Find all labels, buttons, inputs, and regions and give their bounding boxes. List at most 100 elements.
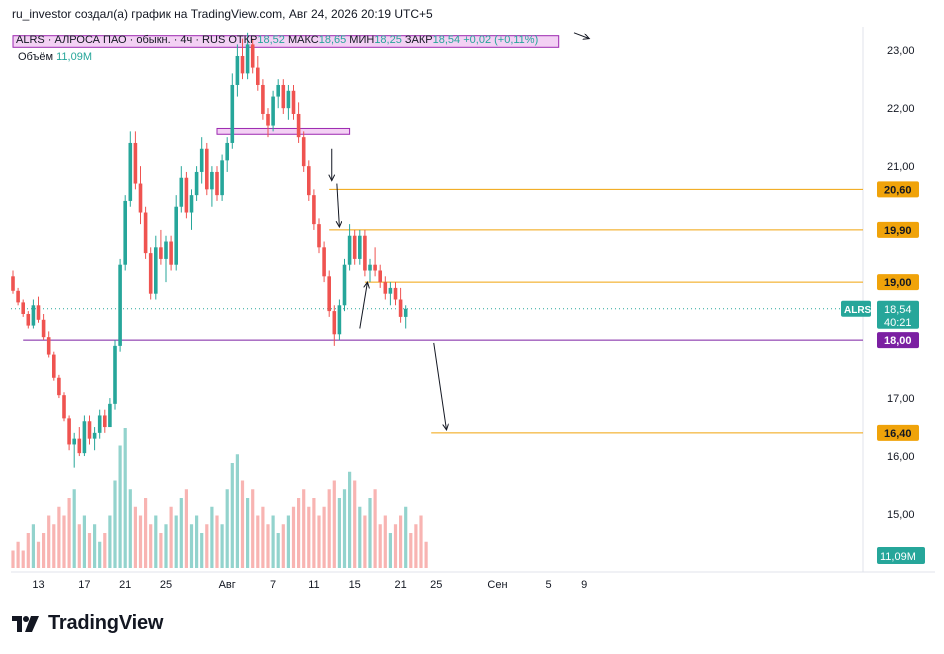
candle-body — [250, 44, 255, 68]
volume-bar — [383, 515, 387, 568]
volume-bar — [144, 498, 148, 568]
price-level-label: 19,00 — [884, 277, 912, 289]
candle-body — [378, 270, 382, 283]
last-price-countdown: 40:21 — [884, 317, 912, 329]
candle-body — [205, 148, 209, 190]
symbol-legend: ALRS · АЛРОСА ПАО · обыкн. · 4ч · RUS ОТ… — [16, 34, 538, 46]
volume-bar — [169, 506, 173, 568]
volume-bar — [368, 498, 372, 568]
chart-creator-caption: ru_investor создал(а) график на TradingV… — [12, 7, 433, 21]
volume-bar — [205, 524, 209, 568]
price-level-badge[interactable] — [877, 181, 919, 198]
price-level-badge[interactable] — [877, 332, 919, 349]
candle-body — [281, 84, 286, 109]
candle-body — [154, 247, 158, 294]
volume-badge-value: 11,09M — [880, 551, 916, 563]
volume-bar — [291, 506, 296, 568]
candle-body — [26, 313, 31, 326]
time-axis-tick-label: 7 — [270, 579, 276, 591]
trend-arrow[interactable] — [359, 282, 368, 329]
candle-body — [327, 276, 331, 312]
price-level-label: 20,60 — [884, 184, 912, 196]
price-chart[interactable]: 15,00 16,00 17,00 21,00 22,00 23,00 20,60 19,90… — [11, 27, 935, 597]
candle-body — [174, 206, 178, 265]
volume-bar — [307, 506, 311, 568]
volume-bar — [98, 541, 102, 568]
candle-body — [72, 438, 76, 445]
chart-area[interactable]: 15,00 16,00 17,00 21,00 22,00 23,00 20,60 19,90… — [10, 26, 936, 598]
time-axis-tick-label: 9 — [581, 579, 587, 591]
chart-background — [11, 27, 935, 597]
candle-body — [169, 241, 173, 265]
symbol-title[interactable]: ALRS · АЛРОСА ПАО · обыкн. · 4ч · RUS — [16, 34, 226, 46]
candle-body — [118, 264, 122, 346]
price-level-badge[interactable] — [877, 424, 919, 441]
candle-body — [67, 418, 71, 445]
volume-bar — [164, 524, 168, 568]
high-value: 18,65 — [318, 34, 347, 46]
tradingview-logo[interactable]: TradingView — [12, 612, 163, 635]
volume-bar — [414, 524, 418, 568]
volume-bar — [42, 533, 46, 568]
volume-bar — [87, 533, 92, 568]
volume-bar — [108, 515, 112, 568]
last-price-badge — [877, 300, 919, 329]
candle-body — [123, 200, 127, 265]
volume-bar — [72, 489, 76, 568]
volume-bar — [256, 515, 260, 568]
candle-body — [312, 195, 316, 225]
time-axis-tick-label: 25 — [160, 579, 172, 591]
volume-bar — [348, 471, 352, 568]
time-axis-tick-label: 15 — [349, 579, 361, 591]
candle-body — [388, 287, 393, 294]
price-level-label: 18,00 — [884, 335, 912, 347]
volume-bar — [378, 524, 382, 568]
price-level-badge[interactable] — [877, 274, 919, 291]
candle-body — [143, 212, 148, 254]
trend-arrow[interactable] — [433, 342, 447, 430]
volume-bar — [128, 489, 132, 568]
volume-bar — [118, 445, 122, 568]
price-axis-tick-label: 21,00 — [887, 161, 915, 173]
volume-bar — [189, 524, 194, 568]
candle-body — [220, 160, 224, 196]
time-axis-tick-label: 21 — [394, 579, 406, 591]
candle-body — [159, 247, 163, 259]
trend-arrow[interactable] — [337, 183, 340, 227]
candle-body — [164, 241, 168, 259]
time-axis-tick-label: 21 — [119, 579, 131, 591]
volume-bar — [353, 480, 357, 568]
candle-body — [322, 247, 326, 277]
price-axis-tick-label: 15,00 — [887, 509, 915, 521]
candle-body — [266, 113, 270, 126]
volume-bar — [399, 515, 403, 568]
change-value: +0,02 (+0,11%) — [463, 34, 539, 46]
low-label: МИН — [349, 34, 375, 46]
trend-arrow[interactable] — [573, 32, 589, 39]
volume-bar — [373, 489, 377, 568]
candle-body — [57, 377, 61, 396]
last-price-symbol: ALRS — [844, 305, 872, 316]
resistance-zone[interactable] — [12, 35, 560, 48]
candle-body — [194, 171, 199, 196]
volume-bar — [21, 550, 25, 568]
candle-body — [189, 195, 194, 213]
volume-bar — [322, 506, 326, 568]
candle-body — [347, 235, 352, 265]
price-level-badge[interactable] — [877, 221, 919, 238]
volume-bar — [404, 506, 408, 568]
volume-bar — [82, 515, 86, 568]
volume-bar — [424, 541, 428, 568]
resistance-zone[interactable] — [216, 127, 351, 135]
time-axis-tick-label: 11 — [308, 579, 319, 591]
candle-body — [373, 264, 377, 271]
volume-bar — [235, 454, 239, 568]
time-axis-tick-label: Авг — [219, 579, 236, 591]
candle-body — [291, 90, 296, 114]
volume-bar — [281, 524, 285, 568]
candle-body — [352, 235, 357, 259]
volume-label[interactable]: Объём — [18, 51, 54, 63]
candle-body — [271, 96, 275, 126]
tradingview-logo-icon — [12, 615, 39, 632]
candle-body — [108, 403, 112, 428]
